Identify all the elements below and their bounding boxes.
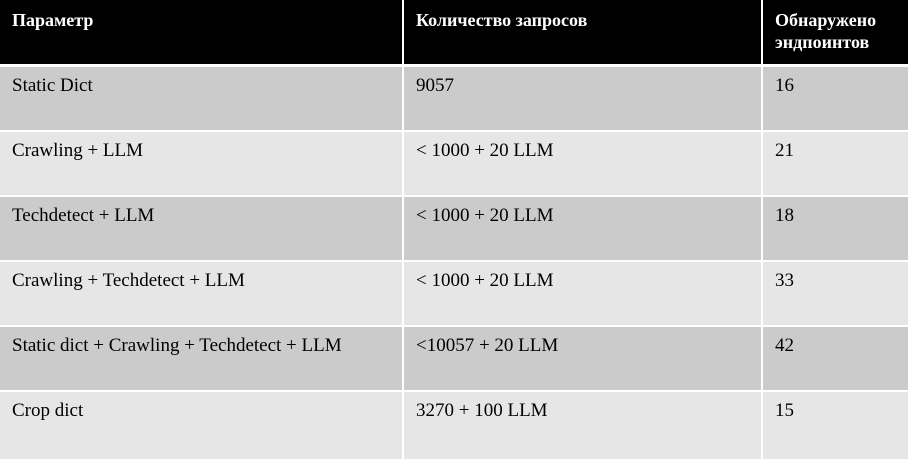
table-cell: Crawling + LLM — [0, 132, 402, 195]
table-cell: < 1000 + 20 LLM — [404, 132, 761, 195]
table-cell: < 1000 + 20 LLM — [404, 262, 761, 325]
table-cell: 15 — [763, 392, 908, 459]
table-cell: Techdetect + LLM — [0, 197, 402, 260]
header-parameter: Параметр — [0, 0, 402, 64]
table-cell: 16 — [763, 67, 908, 130]
table-cell: <10057 + 20 LLM — [404, 327, 761, 390]
header-endpoints-found: Обнаружено эндпоинтов — [763, 0, 908, 64]
header-request-count: Количество запросов — [404, 0, 761, 64]
table-cell: Static dict + Crawling + Techdetect + LL… — [0, 327, 402, 390]
table-cell: Crop dict — [0, 392, 402, 459]
table-cell: 3270 + 100 LLM — [404, 392, 761, 459]
table-cell: < 1000 + 20 LLM — [404, 197, 761, 260]
table-cell: 9057 — [404, 67, 761, 130]
table-cell: Crawling + Techdetect + LLM — [0, 262, 402, 325]
table-cell: Static Dict — [0, 67, 402, 130]
table-cell: 33 — [763, 262, 908, 325]
table-cell: 42 — [763, 327, 908, 390]
table-cell: 21 — [763, 132, 908, 195]
table-cell: 18 — [763, 197, 908, 260]
